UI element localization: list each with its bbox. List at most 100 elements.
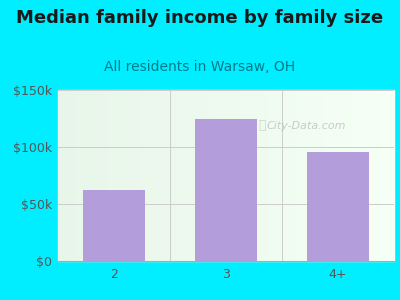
Bar	[120, 90, 122, 261]
Bar	[66, 90, 68, 261]
Bar	[229, 90, 231, 261]
Bar	[315, 90, 317, 261]
Bar	[181, 90, 182, 261]
Bar	[63, 90, 65, 261]
Bar	[276, 90, 278, 261]
Bar	[335, 90, 337, 261]
Bar	[102, 90, 103, 261]
Bar	[216, 90, 218, 261]
Bar	[195, 118, 257, 261]
Bar	[191, 90, 192, 261]
Bar	[261, 90, 263, 261]
Bar	[285, 90, 286, 261]
Bar	[324, 90, 325, 261]
Bar	[194, 90, 196, 261]
Bar	[206, 90, 208, 261]
Bar	[140, 90, 142, 261]
Bar	[154, 90, 156, 261]
Bar	[231, 90, 233, 261]
Bar	[172, 90, 174, 261]
Bar	[202, 90, 204, 261]
Bar	[219, 90, 221, 261]
Bar	[253, 90, 254, 261]
Bar	[209, 90, 211, 261]
Bar	[125, 90, 127, 261]
Bar	[149, 90, 150, 261]
Bar	[313, 90, 315, 261]
Bar	[73, 90, 75, 261]
Bar	[124, 90, 125, 261]
Bar	[268, 90, 270, 261]
Bar	[317, 90, 318, 261]
Bar	[325, 90, 327, 261]
Bar	[366, 90, 367, 261]
Bar	[387, 90, 389, 261]
Bar	[82, 90, 83, 261]
Bar	[250, 90, 251, 261]
Bar	[164, 90, 166, 261]
Bar	[260, 90, 261, 261]
Bar	[340, 90, 342, 261]
Bar	[349, 90, 350, 261]
Bar	[270, 90, 271, 261]
Bar	[359, 90, 360, 261]
Bar	[234, 90, 236, 261]
Bar	[160, 90, 162, 261]
Bar	[295, 90, 296, 261]
Bar	[322, 90, 324, 261]
Bar	[362, 90, 364, 261]
Bar	[208, 90, 209, 261]
Bar	[248, 90, 250, 261]
Bar	[307, 152, 369, 261]
Bar	[342, 90, 344, 261]
Bar	[372, 90, 374, 261]
Bar	[307, 90, 308, 261]
Bar	[282, 90, 283, 261]
Bar	[176, 90, 177, 261]
Bar	[263, 90, 265, 261]
Bar	[177, 90, 179, 261]
Bar	[83, 90, 85, 261]
Bar	[128, 90, 130, 261]
Bar	[184, 90, 186, 261]
Bar	[199, 90, 201, 261]
Bar	[179, 90, 181, 261]
Bar	[392, 90, 394, 261]
Bar	[290, 90, 292, 261]
Bar	[337, 90, 338, 261]
Bar	[112, 90, 114, 261]
Bar	[357, 90, 359, 261]
Bar	[117, 90, 118, 261]
Bar	[283, 90, 285, 261]
Bar	[345, 90, 347, 261]
Bar	[105, 90, 107, 261]
Bar	[320, 90, 322, 261]
Bar	[75, 90, 76, 261]
Bar	[80, 90, 82, 261]
Bar	[223, 90, 224, 261]
Bar	[379, 90, 380, 261]
Bar	[134, 90, 135, 261]
Bar	[265, 90, 266, 261]
Bar	[251, 90, 253, 261]
Bar	[303, 90, 305, 261]
Bar	[187, 90, 189, 261]
Bar	[170, 90, 172, 261]
Bar	[300, 90, 302, 261]
Bar	[254, 90, 256, 261]
Bar	[344, 90, 345, 261]
Bar	[367, 90, 369, 261]
Bar	[58, 90, 60, 261]
Bar	[70, 90, 72, 261]
Bar	[159, 90, 160, 261]
Bar	[95, 90, 97, 261]
Bar	[83, 190, 145, 261]
Bar	[332, 90, 334, 261]
Bar	[135, 90, 137, 261]
Bar	[266, 90, 268, 261]
Bar	[114, 90, 115, 261]
Bar	[204, 90, 206, 261]
Bar	[201, 90, 202, 261]
Bar	[156, 90, 157, 261]
Bar	[292, 90, 293, 261]
